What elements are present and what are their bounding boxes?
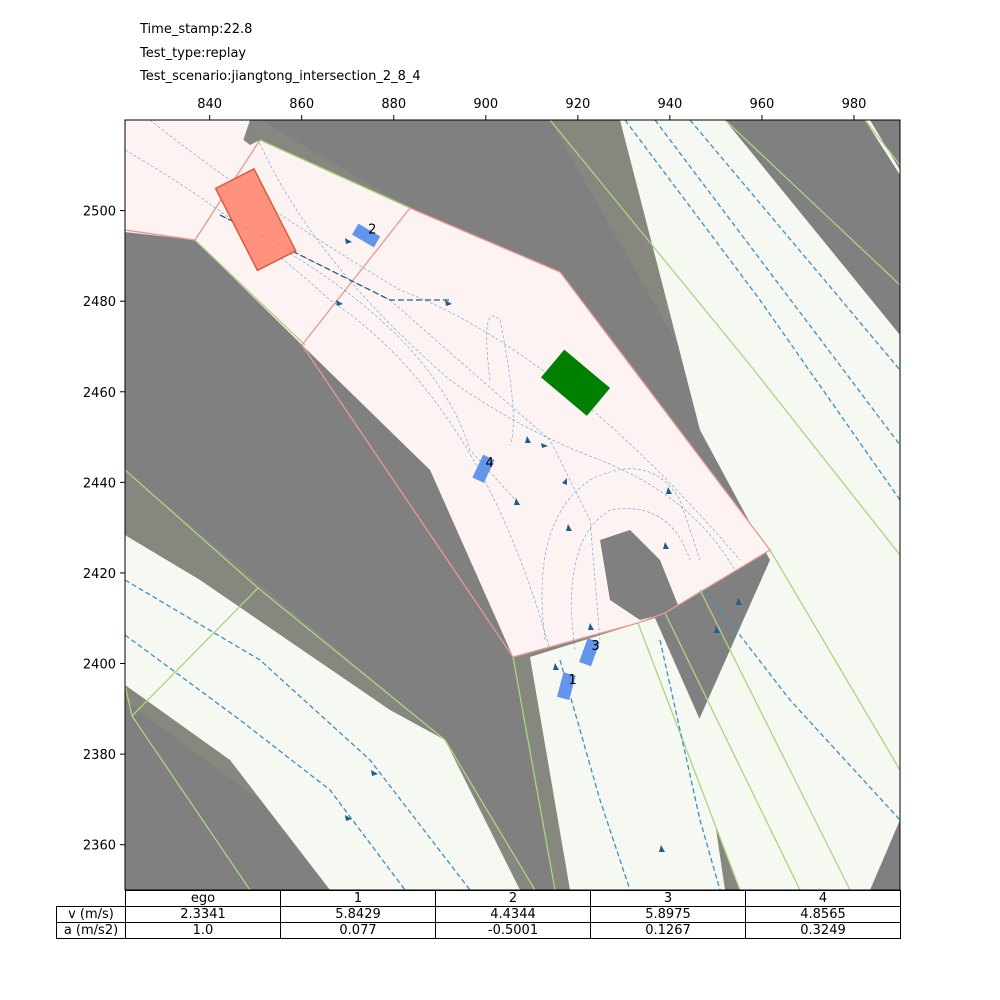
table-row: a (m/s2) 1.0 0.077 -0.5001 0.1267 0.3249 — [56, 922, 901, 939]
y-tick-label: 2400 — [83, 658, 116, 673]
x-axis-top: 840 860 880 900 920 940 960 980 — [197, 97, 866, 120]
map-layer: 1 2 3 4 — [125, 120, 900, 890]
y-tick-label: 2480 — [83, 295, 116, 310]
table-cell: 2.3341 — [125, 906, 281, 923]
table-corner — [57, 891, 126, 907]
vehicles-layer: 1 2 3 4 — [214, 167, 611, 701]
x-tick-label: 920 — [565, 97, 590, 112]
x-tick-label: 900 — [473, 97, 498, 112]
agent-vehicle — [579, 638, 600, 667]
table-column-header: 2 — [435, 890, 591, 907]
x-tick-label: 840 — [197, 97, 222, 112]
y-tick-label: 2360 — [83, 839, 116, 854]
lane-centerlines — [125, 120, 900, 890]
table-column-header: 3 — [590, 890, 746, 907]
direction-arrows — [336, 238, 742, 852]
lane-borders — [125, 120, 900, 890]
y-tick-label: 2420 — [83, 567, 116, 582]
ego-vehicle — [214, 167, 297, 272]
x-tick-label: 960 — [750, 97, 775, 112]
table-cell: 0.077 — [280, 922, 436, 939]
median-right — [725, 120, 900, 335]
scenario-label: Test_scenario:jiangtong_intersection_2_8… — [140, 69, 421, 84]
table-cell: 4.4344 — [435, 906, 591, 923]
x-tick-label: 940 — [657, 97, 682, 112]
agent-id-label: 2 — [368, 223, 376, 238]
drivable-top-left — [125, 120, 250, 232]
agent-id-label: 1 — [568, 673, 576, 688]
table-row-label: a (m/s2) — [56, 922, 126, 939]
table-row-label: v (m/s) — [56, 906, 126, 923]
junction-borders — [125, 139, 771, 658]
table-column-header: 1 — [280, 890, 436, 907]
table-column-header: ego — [125, 890, 281, 907]
agent-id-label: 3 — [591, 639, 599, 654]
y-tick-label: 2440 — [83, 476, 116, 491]
table-cell: 4.8565 — [745, 906, 901, 923]
table-cell: 0.3249 — [745, 922, 901, 939]
table-cell: 0.1267 — [590, 922, 746, 939]
x-tick-label: 980 — [842, 97, 867, 112]
lane-area-bottom — [530, 618, 725, 890]
table-cell: 5.8429 — [280, 906, 436, 923]
agent-vehicle — [352, 223, 381, 248]
median-island — [600, 530, 680, 620]
agent-vehicle — [556, 672, 576, 701]
lane-area-left — [125, 535, 520, 890]
junction-connectors — [125, 120, 741, 651]
table-row: v (m/s) 2.3341 5.8429 4.4344 5.8975 4.85… — [56, 906, 901, 923]
obstacle-vehicle — [540, 349, 611, 416]
table-column-header: 4 — [745, 890, 901, 907]
agent-vehicle — [472, 454, 495, 483]
x-tick-label: 880 — [381, 97, 406, 112]
y-tick-label: 2380 — [83, 748, 116, 763]
x-tick-label: 860 — [289, 97, 314, 112]
y-axis-left: 2360 2380 2400 2420 2440 2460 2480 2500 — [83, 205, 125, 854]
vehicle-state-table: ego 1 2 3 4 v (m/s) 2.3341 5.8429 4.4344… — [56, 890, 901, 939]
table-cell: -0.5001 — [435, 922, 591, 939]
lane-area-right — [620, 120, 900, 890]
y-tick-label: 2500 — [83, 205, 116, 220]
agent-id-label: 4 — [486, 456, 494, 471]
table-cell: 1.0 — [125, 922, 281, 939]
table-header-row: ego 1 2 3 4 — [57, 890, 901, 907]
timestamp-label: Time_stamp:22.8 — [140, 22, 253, 37]
y-tick-label: 2460 — [83, 386, 116, 401]
test-type-label: Test_type:replay — [140, 46, 247, 61]
table-cell: 5.8975 — [590, 906, 746, 923]
